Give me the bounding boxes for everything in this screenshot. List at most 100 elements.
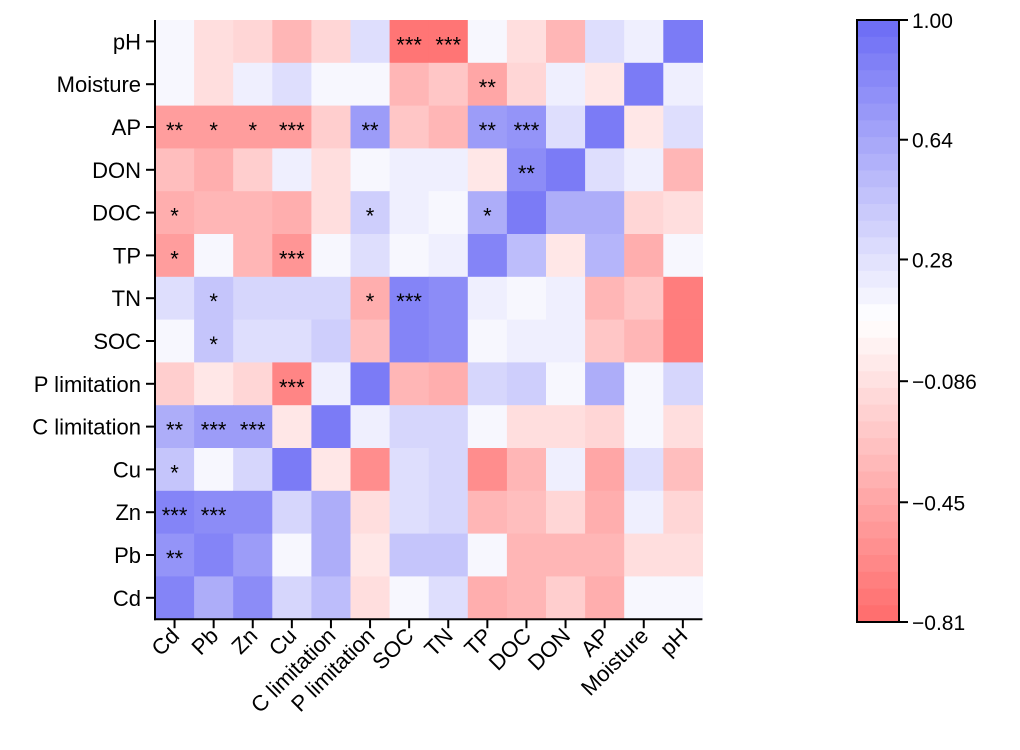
heatmap-cell <box>350 490 391 535</box>
heatmap-cell <box>389 234 430 278</box>
y-tick-label: Zn <box>115 500 141 525</box>
heatmap-cell <box>428 105 469 149</box>
heatmap-cell <box>585 148 625 192</box>
heatmap-cell <box>624 234 664 278</box>
heatmap-cell <box>194 405 234 449</box>
heatmap-cell <box>311 405 352 449</box>
significance-marker: * <box>209 332 218 357</box>
heatmap-cell <box>194 276 234 321</box>
significance-marker: *** <box>279 246 305 271</box>
colorbar: 1.00 0.64 0.28 −0.086 −0.45 −0.81 <box>856 10 977 635</box>
heatmap-cell <box>389 576 430 620</box>
y-tick-label: TN <box>112 286 141 311</box>
colorbar-band <box>857 354 899 372</box>
colorbar-band <box>857 20 899 38</box>
heatmap-cell <box>624 362 664 406</box>
heatmap-cell <box>624 62 664 107</box>
x-tick-label: DON <box>523 623 575 675</box>
heatmap-cell <box>350 533 391 577</box>
significance-marker: * <box>170 204 179 229</box>
heatmap-cell <box>467 148 508 192</box>
heatmap-cell <box>194 62 234 107</box>
heatmap-cell <box>350 405 391 449</box>
heatmap-cell <box>194 105 234 149</box>
heatmap-cell <box>194 533 234 577</box>
heatmap-cell <box>155 448 195 492</box>
heatmap-cell <box>233 576 273 620</box>
colorbar-band <box>857 70 899 88</box>
colorbar-band <box>857 321 899 339</box>
y-tick-label: AP <box>112 115 141 140</box>
heatmap-cell <box>350 276 391 321</box>
significance-marker: * <box>483 204 492 229</box>
heatmap-axes <box>146 20 703 629</box>
colorbar-band <box>857 404 899 422</box>
heatmap-cell <box>663 20 703 64</box>
colorbar-band <box>857 438 899 456</box>
heatmap-cell <box>546 448 586 492</box>
y-tick-label: Moisture <box>57 72 141 97</box>
heatmap-cell <box>624 405 664 449</box>
colorbar-band <box>857 287 899 305</box>
heatmap-cell <box>311 276 352 321</box>
heatmap-cell <box>428 576 469 620</box>
heatmap-cell <box>663 234 703 278</box>
heatmap-cell <box>428 448 469 492</box>
heatmap-cell <box>155 105 195 149</box>
heatmap-cell <box>233 148 273 192</box>
heatmap-cell <box>585 533 625 577</box>
heatmap-cell <box>585 191 625 235</box>
heatmap-cell <box>350 576 391 620</box>
heatmap-cell <box>467 234 508 278</box>
colorbar-band <box>857 555 899 573</box>
heatmap-cell <box>506 191 547 235</box>
colorbar-band <box>857 337 899 356</box>
heatmap-cell <box>350 319 391 363</box>
heatmap-cell <box>272 448 312 492</box>
heatmap-cell <box>585 405 625 449</box>
heatmap-cell <box>350 362 391 406</box>
heatmap-cell <box>546 533 586 577</box>
colorbar-band <box>857 421 899 439</box>
heatmap-cell <box>585 490 625 535</box>
heatmap-cell <box>506 319 547 363</box>
colorbar-tick-label: −0.81 <box>912 612 965 635</box>
heatmap-cell <box>233 490 273 535</box>
significance-marker: *** <box>279 118 305 143</box>
heatmap-cell <box>428 20 469 64</box>
heatmap-cell <box>663 576 703 620</box>
heatmap-cell <box>233 448 273 492</box>
significance-marker: * <box>170 246 179 271</box>
heatmap-cell <box>428 533 469 577</box>
y-tick-label: P limitation <box>34 372 141 397</box>
significance-marker: ** <box>166 118 184 143</box>
significance-marker: ** <box>361 118 379 143</box>
heatmap-cells <box>155 20 703 620</box>
heatmap-cell <box>546 576 586 620</box>
heatmap-cell <box>663 62 703 107</box>
colorbar-band <box>857 471 899 489</box>
heatmap-cell <box>155 490 195 535</box>
heatmap-cell <box>389 533 430 577</box>
heatmap-cell <box>233 191 273 235</box>
colorbar-tick-label: 0.64 <box>912 130 953 153</box>
heatmap-cell <box>311 319 352 363</box>
colorbar-band <box>857 220 899 238</box>
heatmap-cell <box>194 319 234 363</box>
significance-marker: *** <box>396 289 422 314</box>
heatmap-cell <box>467 533 508 577</box>
heatmap-cell <box>546 20 586 64</box>
heatmap-cell <box>546 276 586 321</box>
heatmap-cell <box>389 362 430 406</box>
heatmap-cell <box>585 576 625 620</box>
heatmap-cell <box>663 405 703 449</box>
heatmap-cell <box>467 276 508 321</box>
heatmap-cell <box>311 234 352 278</box>
heatmap-cell <box>624 20 664 64</box>
heatmap-cell <box>233 276 273 321</box>
heatmap-cell <box>428 276 469 321</box>
heatmap-cell <box>350 191 391 235</box>
heatmap-cell <box>546 319 586 363</box>
heatmap-cell <box>272 234 312 278</box>
